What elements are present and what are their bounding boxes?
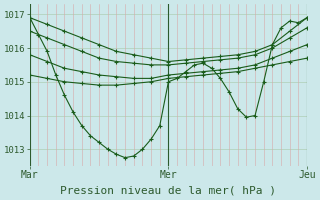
X-axis label: Pression niveau de la mer( hPa ): Pression niveau de la mer( hPa ) xyxy=(60,186,276,196)
